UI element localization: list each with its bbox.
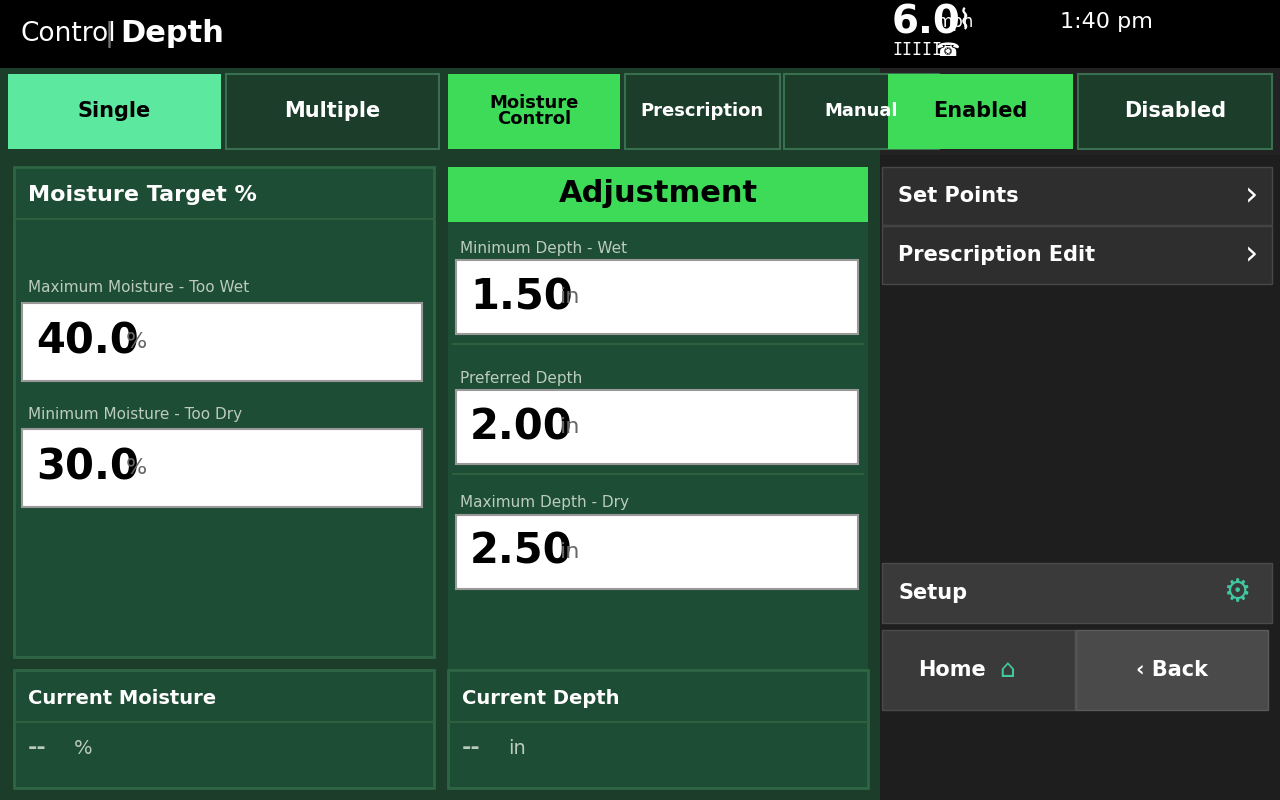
Text: Prescription Edit: Prescription Edit <box>899 245 1096 265</box>
Text: 6.0: 6.0 <box>892 3 961 41</box>
Text: 2.50: 2.50 <box>470 531 572 573</box>
Bar <box>0 155 881 800</box>
Bar <box>8 74 221 149</box>
Bar <box>14 167 434 657</box>
Bar <box>0 0 1280 68</box>
Text: in: in <box>508 738 526 758</box>
Text: Moisture Target %: Moisture Target % <box>28 185 257 205</box>
Text: in: in <box>561 542 580 562</box>
Text: Maximum Moisture - Too Wet: Maximum Moisture - Too Wet <box>28 279 250 294</box>
Text: ›: › <box>1245 238 1258 271</box>
Text: --: -- <box>462 738 481 758</box>
Text: ‹ Back: ‹ Back <box>1137 660 1208 680</box>
Text: mph: mph <box>936 13 973 31</box>
Text: Single: Single <box>77 101 151 121</box>
Text: 2.00: 2.00 <box>470 406 572 448</box>
Text: Disabled: Disabled <box>1124 101 1226 121</box>
Bar <box>448 670 868 788</box>
Bar <box>625 74 780 149</box>
Text: Prescription: Prescription <box>640 102 764 120</box>
Text: %: % <box>125 332 147 352</box>
Text: |: | <box>105 21 114 47</box>
Text: Minimum Moisture - Too Dry: Minimum Moisture - Too Dry <box>28 407 242 422</box>
Bar <box>1076 630 1268 710</box>
Bar <box>882 226 1272 284</box>
Text: 30.0: 30.0 <box>36 447 138 489</box>
Text: 1.50: 1.50 <box>470 276 572 318</box>
Bar <box>882 563 1272 623</box>
Text: IIIII: IIIII <box>892 41 942 59</box>
Text: Manual: Manual <box>824 102 897 120</box>
Text: Control: Control <box>20 21 115 47</box>
Bar <box>448 74 620 149</box>
Text: ⌇: ⌇ <box>957 6 972 34</box>
Text: Home: Home <box>918 660 986 680</box>
Text: %: % <box>125 458 147 478</box>
Bar <box>783 74 940 149</box>
Text: Enabled: Enabled <box>933 101 1027 121</box>
Text: --: -- <box>28 738 47 758</box>
Bar <box>22 429 422 507</box>
Bar <box>882 630 1075 710</box>
Text: Moisture: Moisture <box>489 94 579 112</box>
Text: ⌂: ⌂ <box>1000 658 1015 682</box>
Text: Control: Control <box>497 110 571 128</box>
Bar <box>888 74 1073 149</box>
Text: ›: › <box>1245 179 1258 213</box>
Bar <box>0 68 881 155</box>
Bar <box>881 155 1280 800</box>
Text: Set Points: Set Points <box>899 186 1019 206</box>
Bar <box>22 303 422 381</box>
Bar <box>456 515 858 589</box>
Text: Setup: Setup <box>899 583 968 603</box>
Text: 40.0: 40.0 <box>36 321 138 363</box>
Text: in: in <box>561 287 580 307</box>
Bar <box>14 670 434 788</box>
Bar <box>882 167 1272 225</box>
Text: Depth: Depth <box>120 19 224 49</box>
Text: Current Depth: Current Depth <box>462 689 620 707</box>
Bar <box>456 390 858 464</box>
Text: Current Moisture: Current Moisture <box>28 689 216 707</box>
Bar <box>448 222 868 755</box>
Text: 1:40 pm: 1:40 pm <box>1060 12 1153 32</box>
Bar <box>227 74 439 149</box>
Bar <box>1078 74 1272 149</box>
Text: %: % <box>74 738 92 758</box>
Bar <box>448 167 868 222</box>
Text: Multiple: Multiple <box>284 101 380 121</box>
Text: Maximum Depth - Dry: Maximum Depth - Dry <box>460 495 628 510</box>
Text: ⚙: ⚙ <box>1224 578 1251 607</box>
Text: Preferred Depth: Preferred Depth <box>460 370 582 386</box>
Text: in: in <box>561 417 580 437</box>
Text: ☎: ☎ <box>936 41 960 59</box>
Bar <box>456 260 858 334</box>
Text: Adjustment: Adjustment <box>558 179 758 209</box>
Text: Minimum Depth - Wet: Minimum Depth - Wet <box>460 241 627 255</box>
Bar <box>881 68 1280 155</box>
